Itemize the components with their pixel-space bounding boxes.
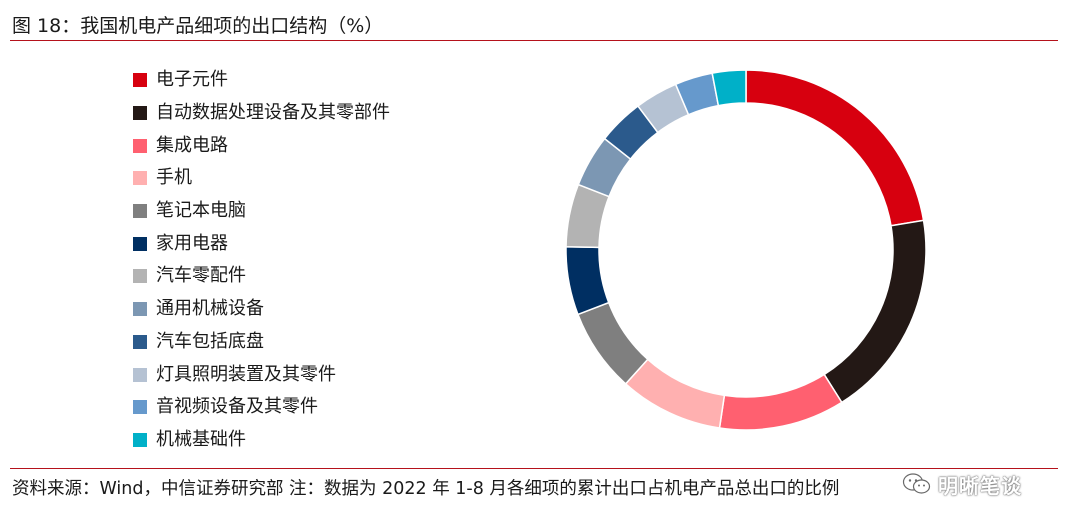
legend-label: 机械基础件 [156, 428, 246, 450]
legend-item: 汽车包括底盘 [133, 326, 390, 359]
legend-label: 笔记本电脑 [156, 200, 246, 222]
legend-swatch [133, 106, 147, 121]
legend-item: 手机 [133, 162, 390, 195]
legend-swatch [133, 73, 147, 88]
legend-label: 集成电路 [156, 134, 228, 156]
legend-label: 手机 [156, 167, 192, 189]
legend-label: 自动数据处理设备及其零部件 [156, 102, 390, 124]
legend-label: 家用电器 [156, 232, 228, 254]
legend-swatch [133, 269, 147, 284]
legend-item: 笔记本电脑 [133, 195, 390, 228]
legend-label: 汽车零配件 [156, 265, 246, 287]
legend-swatch [133, 171, 147, 186]
legend-item: 自动数据处理设备及其零部件 [133, 97, 390, 130]
title-divider [10, 40, 1058, 41]
legend-swatch [133, 432, 147, 447]
chart-legend: 电子元件自动数据处理设备及其零部件 集成电路手机笔记本电脑家用电器汽车零配件通用机… [133, 64, 390, 456]
chart-title: 图 18：我国机电产品细项的出口结构（%） [12, 15, 384, 37]
donut-chart [565, 69, 927, 431]
watermark: 明晰笔谈 [902, 470, 1022, 498]
legend-swatch [133, 204, 147, 219]
legend-item: 汽车零配件 [133, 260, 390, 293]
donut-slice [823, 219, 927, 404]
donut-slice [624, 358, 726, 429]
legend-label: 汽车包括底盘 [156, 330, 264, 352]
donut-slice [718, 373, 843, 431]
footer-divider [10, 468, 1058, 469]
legend-swatch [133, 367, 147, 382]
legend-item: 通用机械设备 [133, 293, 390, 326]
wechat-icon [902, 473, 931, 494]
legend-item: 家用电器 [133, 227, 390, 260]
legend-item: 机械基础件 [133, 424, 390, 457]
donut-slice [576, 301, 649, 385]
legend-item: 集成电路 [133, 129, 390, 162]
legend-label: 电子元件 [156, 69, 228, 91]
legend-swatch [133, 138, 147, 153]
legend-label: 灯具照明装置及其零件 [156, 363, 336, 385]
legend-swatch [133, 400, 147, 415]
legend-swatch [133, 236, 147, 251]
watermark-text: 明晰笔谈 [938, 473, 1022, 498]
legend-swatch [133, 302, 147, 317]
donut-slice [745, 69, 925, 227]
legend-label: 通用机械设备 [156, 298, 264, 320]
legend-item: 音视频设备及其零件 [133, 391, 390, 424]
source-note: 资料来源：Wind，中信证券研究部 注：数据为 2022 年 1-8 月各细项的… [12, 479, 840, 499]
donut-slice [711, 69, 747, 107]
legend-item: 电子元件 [133, 64, 390, 97]
legend-label: 音视频设备及其零件 [156, 396, 318, 418]
donut-slice [565, 246, 610, 316]
legend-swatch [133, 334, 147, 349]
legend-item: 灯具照明装置及其零件 [133, 358, 390, 391]
